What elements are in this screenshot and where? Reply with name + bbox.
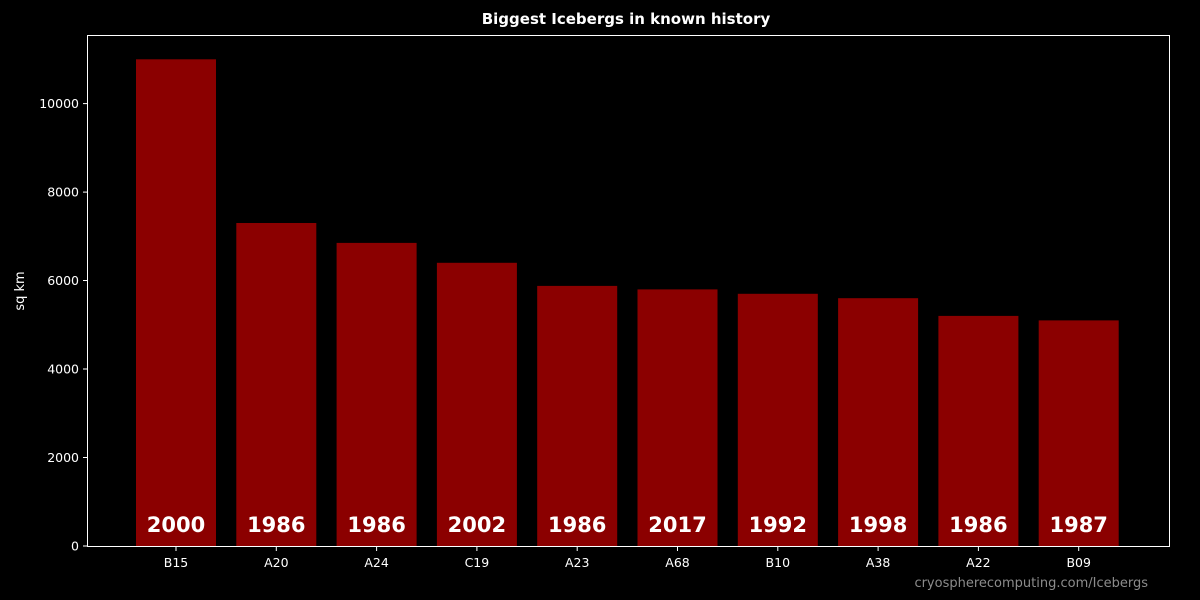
x-tick-label: C19 (465, 555, 490, 570)
bar-b09 (1038, 320, 1119, 546)
y-tick-label: 6000 (47, 273, 79, 288)
bar-a24 (336, 242, 417, 546)
x-tick-label: A68 (665, 555, 690, 570)
bar-a20 (236, 223, 317, 546)
credit-text: cryospherecomputing.com/Icebergs (914, 576, 1148, 591)
y-tick-label: 4000 (47, 362, 79, 377)
bar-a22 (938, 315, 1019, 546)
year-labels: 2000 1986 1986 2002 1986 2017 1992 1998 1986 1987 (147, 513, 1108, 537)
x-tick-label: B09 (1066, 555, 1091, 570)
year-label: 1986 (247, 513, 305, 537)
bar-a38 (838, 298, 919, 546)
x-tick-label: A38 (866, 555, 891, 570)
bar-a68 (637, 289, 718, 546)
x-tick-label: A24 (364, 555, 389, 570)
bar-a23 (537, 285, 618, 546)
bar-b10 (737, 293, 818, 546)
bars (136, 59, 1119, 547)
x-tick-label: A20 (264, 555, 289, 570)
year-label: 2002 (448, 513, 506, 537)
year-label: 1986 (347, 513, 405, 537)
y-axis-ticks: 0 2000 4000 6000 8000 10000 (39, 96, 88, 554)
bar-c19 (436, 262, 517, 546)
year-label: 1998 (849, 513, 907, 537)
x-axis-ticks: B15 A20 A24 C19 A23 A68 B10 A38 A22 B09 (164, 546, 1091, 570)
year-label: 2017 (648, 513, 706, 537)
y-tick-label: 8000 (47, 185, 79, 200)
y-tick-label: 0 (71, 539, 79, 554)
chart-title: Biggest Icebergs in known history (482, 10, 771, 28)
x-tick-label: B15 (164, 555, 188, 570)
year-label: 1992 (749, 513, 807, 537)
y-tick-label: 2000 (47, 450, 79, 465)
year-label: 2000 (147, 513, 205, 537)
year-label: 1986 (548, 513, 606, 537)
plot-frame (87, 35, 1170, 547)
year-label: 1986 (949, 513, 1007, 537)
x-tick-label: A23 (565, 555, 589, 570)
y-tick-label: 10000 (39, 96, 79, 111)
x-tick-label: A22 (966, 555, 990, 570)
year-label: 1987 (1049, 513, 1107, 537)
x-tick-label: B10 (766, 555, 791, 570)
y-axis-label: sq km (13, 271, 28, 310)
bar-b15 (136, 59, 216, 547)
